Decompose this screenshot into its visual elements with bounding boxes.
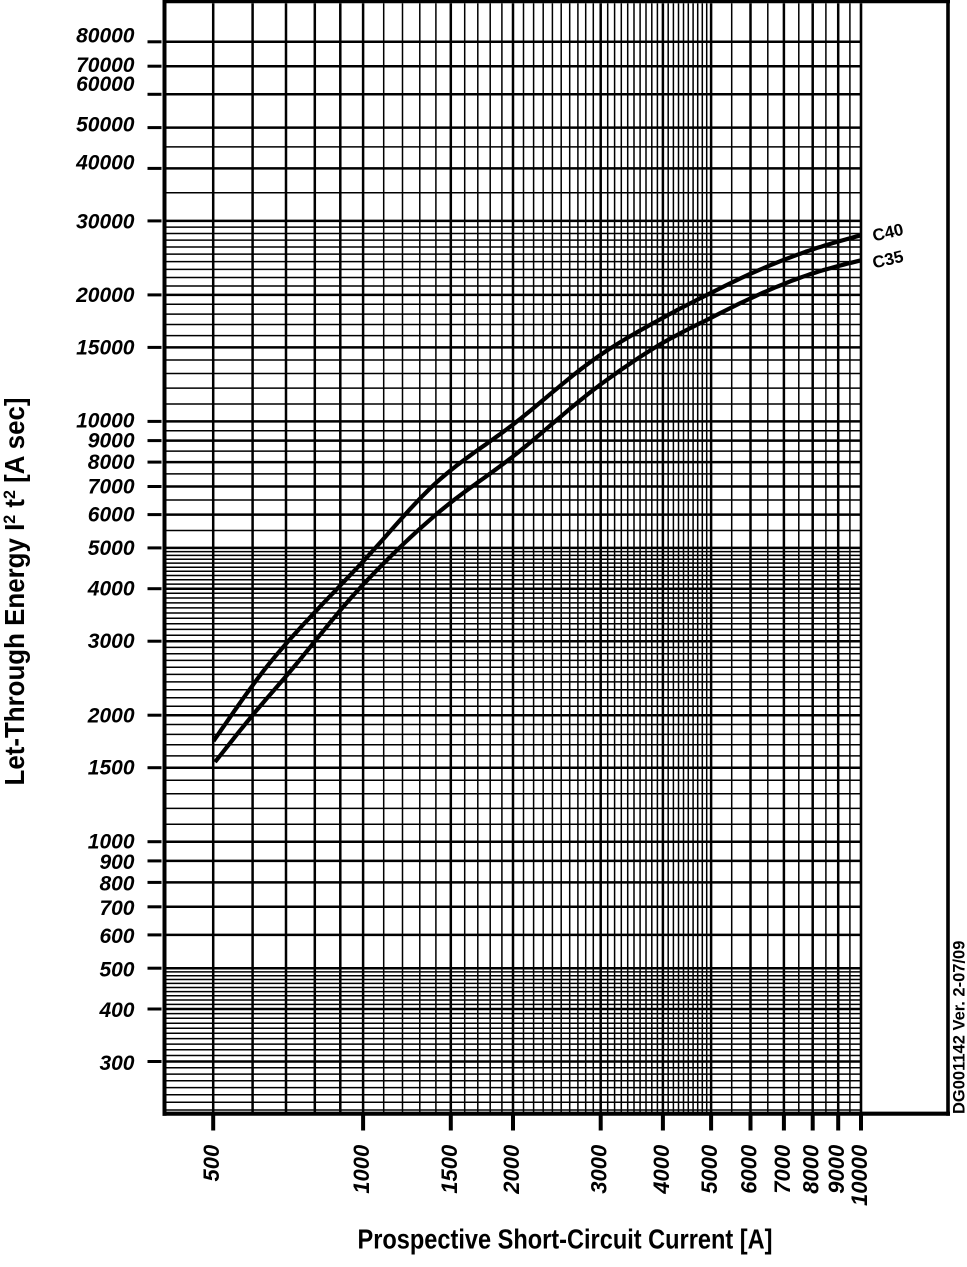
svg-text:30000: 30000 — [76, 211, 135, 234]
svg-text:3000: 3000 — [88, 630, 135, 653]
svg-text:500: 500 — [99, 958, 134, 981]
svg-text:2000: 2000 — [499, 1144, 524, 1195]
svg-text:6000: 6000 — [88, 504, 135, 527]
svg-text:10000: 10000 — [847, 1144, 872, 1206]
svg-text:1000: 1000 — [349, 1144, 374, 1194]
svg-text:1500: 1500 — [437, 1144, 462, 1194]
svg-text:7000: 7000 — [770, 1144, 795, 1194]
svg-text:10000: 10000 — [76, 410, 135, 433]
svg-text:500: 500 — [199, 1144, 224, 1181]
svg-text:8000: 8000 — [88, 451, 135, 474]
svg-text:5000: 5000 — [88, 537, 135, 560]
svg-text:800: 800 — [99, 873, 134, 896]
svg-text:7000: 7000 — [88, 475, 135, 498]
svg-text:4000: 4000 — [87, 578, 135, 601]
svg-text:1500: 1500 — [88, 757, 135, 780]
svg-text:15000: 15000 — [76, 337, 135, 360]
svg-text:6000: 6000 — [737, 1144, 762, 1194]
svg-text:5000: 5000 — [697, 1144, 722, 1194]
svg-text:Let-Through Energy I2 t2 [A se: Let-Through Energy I2 t2 [A sec] — [0, 398, 30, 786]
svg-text:20000: 20000 — [75, 284, 135, 307]
svg-text:80000: 80000 — [76, 24, 135, 47]
svg-text:8000: 8000 — [799, 1144, 824, 1194]
svg-text:40000: 40000 — [75, 152, 135, 175]
svg-text:600: 600 — [99, 925, 134, 948]
svg-text:DG001142 Ver. 2-07/09: DG001142 Ver. 2-07/09 — [951, 941, 967, 1114]
svg-text:2000: 2000 — [87, 705, 135, 728]
svg-text:Prospective Short-Circuit Curr: Prospective Short-Circuit Current [A] — [358, 1224, 773, 1255]
svg-text:3000: 3000 — [587, 1144, 612, 1194]
svg-text:400: 400 — [98, 999, 134, 1022]
svg-text:4000: 4000 — [649, 1144, 674, 1195]
svg-text:9000: 9000 — [824, 1144, 849, 1194]
svg-text:900: 900 — [99, 851, 134, 874]
svg-text:70000: 70000 — [76, 54, 135, 77]
svg-text:700: 700 — [99, 897, 134, 920]
svg-text:1000: 1000 — [88, 831, 135, 854]
svg-text:50000: 50000 — [76, 113, 135, 136]
svg-text:9000: 9000 — [88, 430, 135, 453]
svg-text:300: 300 — [99, 1052, 134, 1075]
